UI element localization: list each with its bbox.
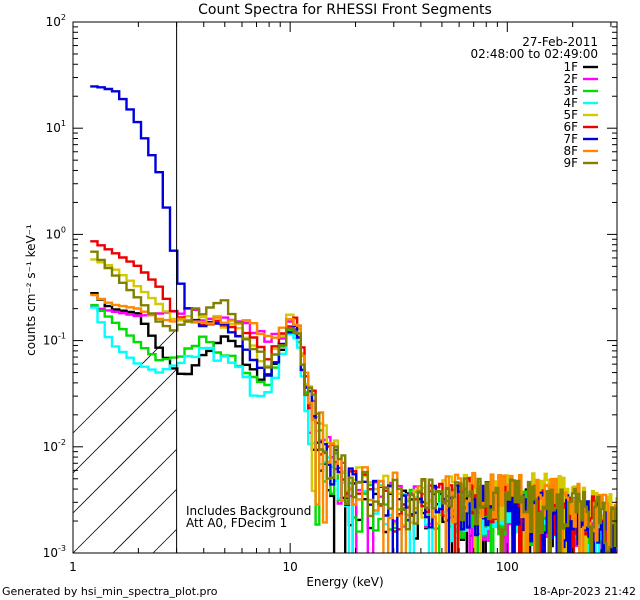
legend-label-6F: 6F bbox=[563, 120, 578, 134]
legend-label-9F: 9F bbox=[563, 156, 578, 170]
y-tick-label: 10-2 bbox=[43, 438, 66, 454]
y-axis-label: counts cm⁻² s⁻¹ keV⁻¹ bbox=[24, 224, 38, 356]
generated-by-label: Generated by hsi_min_spectra_plot.pro bbox=[2, 585, 218, 598]
legend-label-7F: 7F bbox=[563, 132, 578, 146]
y-tick-label: 10-1 bbox=[43, 332, 66, 348]
hatch-line bbox=[72, 329, 177, 434]
x-tick-label: 100 bbox=[496, 560, 519, 574]
x-axis-label: Energy (keV) bbox=[306, 575, 383, 589]
note-attenuator: Att A0, FDecim 1 bbox=[186, 516, 287, 530]
chart-title: Count Spectra for RHESSI Front Segments bbox=[198, 2, 492, 18]
series-line-9F bbox=[90, 250, 617, 553]
hatch-line bbox=[72, 369, 177, 474]
legend-label-1F: 1F bbox=[563, 60, 578, 74]
hatch-line bbox=[152, 529, 177, 554]
time-range-label: 02:48:00 to 02:49:00 bbox=[471, 47, 598, 61]
date-label: 27-Feb-2011 bbox=[522, 35, 598, 49]
hatch-line bbox=[72, 409, 177, 514]
note-background: Includes Background bbox=[186, 504, 311, 518]
legend-label-2F: 2F bbox=[563, 72, 578, 86]
legend-label-4F: 4F bbox=[563, 96, 578, 110]
y-axis: 10-3 10-2 10-1 100 101 102 bbox=[43, 13, 617, 560]
series-line-8F bbox=[90, 293, 617, 553]
series-layer bbox=[90, 85, 617, 553]
timestamp-label: 18-Apr-2023 21:42 bbox=[533, 585, 636, 598]
hatch-line bbox=[72, 449, 177, 554]
y-tick-label: 101 bbox=[46, 119, 66, 135]
y-tick-label: 10-3 bbox=[43, 544, 66, 560]
y-tick-label: 100 bbox=[46, 225, 66, 241]
series-line-5F bbox=[90, 258, 617, 553]
excluded-energy-region bbox=[72, 329, 177, 554]
x-tick-label: 10 bbox=[283, 560, 298, 574]
legend-label-8F: 8F bbox=[563, 144, 578, 158]
legend-label-3F: 3F bbox=[563, 84, 578, 98]
legend-label-5F: 5F bbox=[563, 108, 578, 122]
hatch-line bbox=[112, 489, 177, 554]
x-axis: 1 10 100 bbox=[69, 22, 612, 574]
y-tick-label: 102 bbox=[46, 13, 66, 29]
plot-frame bbox=[72, 21, 618, 554]
x-tick-label: 1 bbox=[69, 560, 77, 574]
